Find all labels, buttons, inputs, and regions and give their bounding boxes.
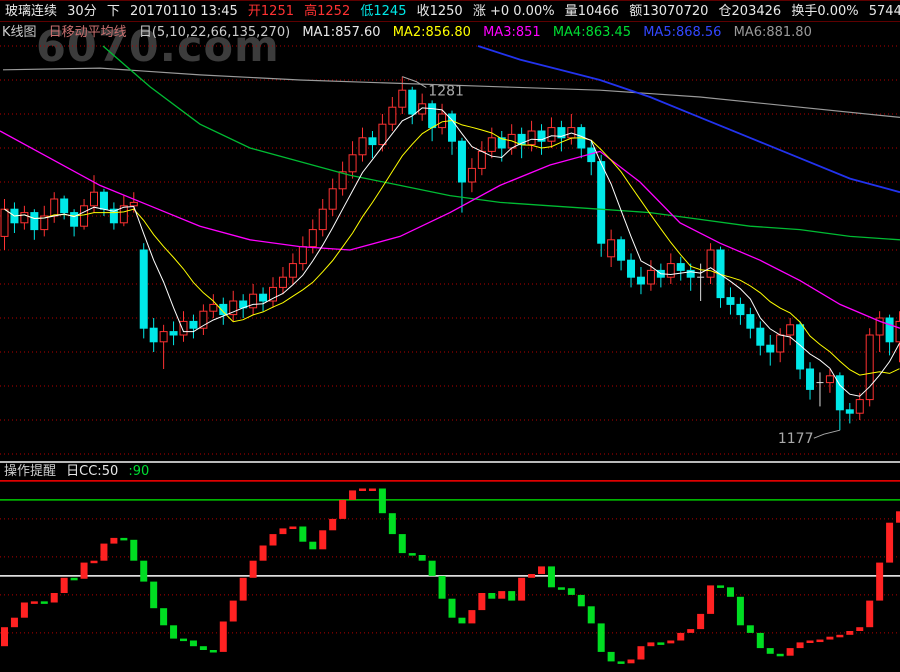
low-price: 低1245 [360, 4, 407, 19]
contract-name[interactable]: 玻璃连续 [5, 4, 58, 19]
ma6-value: MA6:881.80 [733, 25, 812, 40]
oscillator-indicator-label[interactable]: 日CC:50 [66, 464, 119, 479]
ma2-line [4, 119, 900, 376]
oscillator-bars [1, 488, 900, 664]
oscillator-chart[interactable] [0, 480, 900, 672]
volume-value: 量10466 [564, 4, 620, 19]
quote-bar: 玻璃连续 30分 下 20170110 13:45 开1251 高1252 低1… [0, 0, 900, 22]
oscillator-title[interactable]: 操作提醒 [4, 464, 57, 479]
ma1-value: MA1:857.60 [302, 25, 381, 40]
candles [0, 76, 900, 431]
bar-datetime: 20170110 13:45 [130, 4, 238, 19]
price-gridlines [0, 45, 900, 455]
indicator-params: 日(5,10,22,66,135,270) [138, 25, 291, 40]
ma1-line [4, 107, 900, 397]
peak-pointer [402, 76, 427, 89]
ma3-line [0, 130, 900, 329]
trough-price-label: 1177 [778, 431, 814, 447]
close-price: 收1250 [416, 4, 463, 19]
oscillator-levels [0, 480, 900, 634]
ma-indicator-bar: K线图 日移动平均线 日(5,10,22,66,135,270) MA1:857… [0, 22, 900, 44]
amount-value: 额13070720 [629, 4, 709, 19]
ma6-line [2, 67, 900, 118]
site-watermark: 6070.com [36, 22, 280, 72]
high-price: 高1252 [304, 4, 351, 19]
oscillator-header: 操作提醒 日CC:50 :90 [0, 463, 900, 480]
ma2-value: MA2:856.80 [392, 25, 471, 40]
trough-pointer [813, 429, 840, 439]
ma4-value: MA4:863.45 [552, 25, 632, 40]
peak-price-label: 1281 [428, 84, 464, 100]
open-interest-value: 仓203426 [718, 4, 782, 19]
turnover-value: 换手0.00% [791, 4, 859, 19]
chart-type-label[interactable]: K线图 [2, 25, 37, 40]
extra-value: 5744 [868, 4, 900, 19]
ma4-line [102, 45, 900, 241]
ma5-value: MA5:868.56 [643, 25, 722, 40]
period-selector[interactable]: 30分 [67, 4, 97, 19]
panel-divider [0, 461, 900, 463]
page-indicator[interactable]: 下 [106, 4, 120, 19]
main-candlestick-chart[interactable]: 1281 1177 [0, 45, 900, 461]
open-price: 开1251 [247, 4, 294, 19]
indicator-name-label[interactable]: 日移动平均线 [48, 25, 127, 40]
ma3-value: MA3:851 [483, 25, 541, 40]
ma5-line [477, 45, 900, 194]
change-value: 涨 +0 0.00% [472, 4, 555, 19]
oscillator-level-label: :90 [128, 464, 150, 479]
